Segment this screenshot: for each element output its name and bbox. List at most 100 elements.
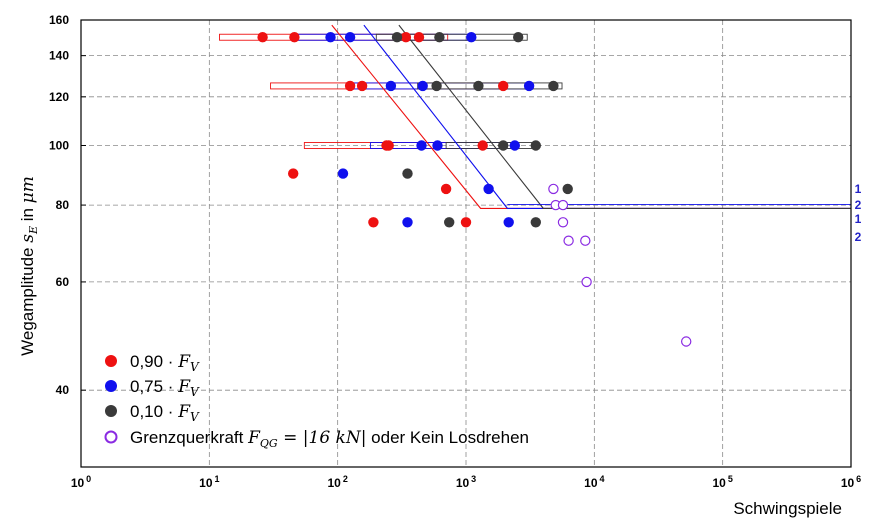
y-axis-title-subscript: E [27, 226, 40, 235]
x-tick-label-4: 10 4 [584, 474, 604, 490]
legend-marker-1 [105, 380, 117, 392]
legend-label-0-symbol: F [177, 352, 191, 372]
point-s1-9 [337, 168, 349, 179]
y-tick-label-3: 100 [49, 139, 69, 153]
legend-item-1: 0,75 · FV [105, 377, 200, 399]
right-label-1: 2 [855, 198, 862, 212]
data-points [257, 32, 692, 347]
y-axis-title-symbol: s [18, 234, 38, 243]
point-s2-1 [434, 32, 445, 43]
x-tick-label-6: 10 6 [841, 474, 861, 490]
legend-label-2: 0,10 · FV [130, 402, 200, 424]
legend-label-3: Grenzquerkraft FQG = |16 kN| oder Kein L… [130, 428, 529, 450]
legend-label-0: 0,90 · FV [130, 352, 200, 374]
point-s1-4 [417, 80, 428, 92]
point-s1-5 [523, 80, 535, 92]
x-tick-labels: 10 0 10 1 10 2 10 3 10 4 10 5 10 6 [71, 474, 861, 490]
legend-label-1-symbol: F [177, 377, 191, 397]
point-s0-6 [498, 80, 509, 92]
x-tick-label-3: 10 3 [456, 474, 476, 490]
point-s2-6 [498, 140, 509, 151]
point-s3-0 [548, 183, 559, 195]
point-s2-4 [473, 80, 484, 92]
legend-label-1: 0,75 · FV [130, 377, 200, 399]
x-tick-label-1: 10 1 [199, 474, 219, 490]
y-axis-title-suffix: in [18, 203, 37, 226]
legend-label-3-tail: oder Kein Losdrehen [366, 428, 529, 447]
fit-line-2 [398, 24, 851, 209]
point-s3-2 [557, 199, 569, 211]
point-s2-9 [562, 183, 573, 195]
point-s1-3 [385, 80, 397, 92]
point-s3-3 [557, 217, 569, 228]
x-tick-label-0: 10 0 [71, 474, 91, 490]
point-s2-0 [391, 32, 403, 43]
point-s0-13 [460, 217, 472, 228]
legend: 0,90 · FV 0,75 · FV 0,10 · FV Grenzquerk… [104, 352, 529, 450]
x-tick-label-2: 10 2 [327, 474, 347, 490]
point-s1-1 [344, 32, 356, 43]
point-s1-7 [432, 140, 443, 151]
y-axis-title-unit: μm [18, 176, 38, 203]
legend-label-2-text: 0,10 · [130, 402, 178, 421]
legend-label-3-symbol: F [247, 428, 261, 448]
x-axis-title: Schwingspiele [733, 499, 842, 518]
point-s0-11 [440, 183, 452, 195]
point-s0-2 [400, 32, 412, 43]
point-s1-6 [416, 140, 427, 151]
point-s1-11 [402, 217, 413, 228]
point-s1-0 [325, 32, 336, 43]
legend-label-2-symbol: F [177, 402, 191, 422]
point-s0-8 [383, 140, 394, 151]
point-s0-3 [413, 32, 425, 43]
legend-label-3-formula: = |16 kN| [278, 428, 367, 448]
scatter-band-2 [375, 33, 528, 41]
legend-label-2-subscript: V [190, 410, 200, 424]
point-s1-8 [509, 140, 520, 151]
point-s1-2 [466, 32, 477, 43]
legend-label-3-subscript: QG [260, 437, 278, 450]
legend-label-0-text: 0,90 · [130, 352, 178, 371]
point-s2-3 [431, 80, 442, 92]
point-s3-5 [580, 235, 591, 246]
y-tick-label-0: 40 [56, 383, 70, 397]
point-s1-10 [483, 183, 494, 195]
y-axis-title: Wegamplitude sE in μm [18, 176, 40, 356]
legend-item-3: Grenzquerkraft FQG = |16 kN| oder Kein L… [104, 428, 529, 450]
point-s2-8 [402, 168, 413, 179]
legend-label-1-subscript: V [190, 385, 200, 399]
legend-marker-0 [105, 355, 117, 367]
legend-marker-2 [105, 405, 117, 417]
point-s0-10 [288, 168, 299, 179]
right-label-3: 2 [855, 230, 862, 244]
y-axis-title-text: Wegamplitude [18, 243, 37, 356]
legend-item-2: 0,10 · FV [105, 402, 200, 424]
plot-frame [80, 19, 852, 468]
point-s1-12 [503, 217, 514, 228]
y-tick-label-6: 160 [49, 13, 69, 27]
point-s2-2 [513, 32, 524, 43]
right-label-0: 1 [855, 182, 862, 196]
legend-marker-3 [104, 430, 118, 444]
y-tick-label-2: 80 [56, 198, 70, 212]
x-tick-label-5: 10 5 [712, 474, 732, 490]
legend-label-1-text: 0,75 · [130, 377, 178, 396]
point-s3-6 [581, 276, 592, 288]
point-s0-4 [344, 80, 356, 92]
point-s2-7 [530, 140, 541, 151]
y-tick-label-5: 140 [49, 49, 69, 63]
point-s0-1 [289, 32, 300, 43]
y-tick-label-1: 60 [56, 275, 70, 289]
point-s0-5 [356, 80, 368, 92]
point-s2-10 [444, 217, 455, 228]
point-s2-11 [530, 217, 541, 228]
point-s3-4 [563, 235, 574, 246]
right-label-2: 1 [855, 212, 862, 226]
point-s3-7 [681, 336, 692, 347]
grid-lines [81, 20, 851, 467]
legend-label-3-text: Grenzquerkraft [130, 428, 248, 447]
point-s2-5 [548, 80, 559, 92]
legend-item-0: 0,90 · FV [105, 352, 200, 374]
